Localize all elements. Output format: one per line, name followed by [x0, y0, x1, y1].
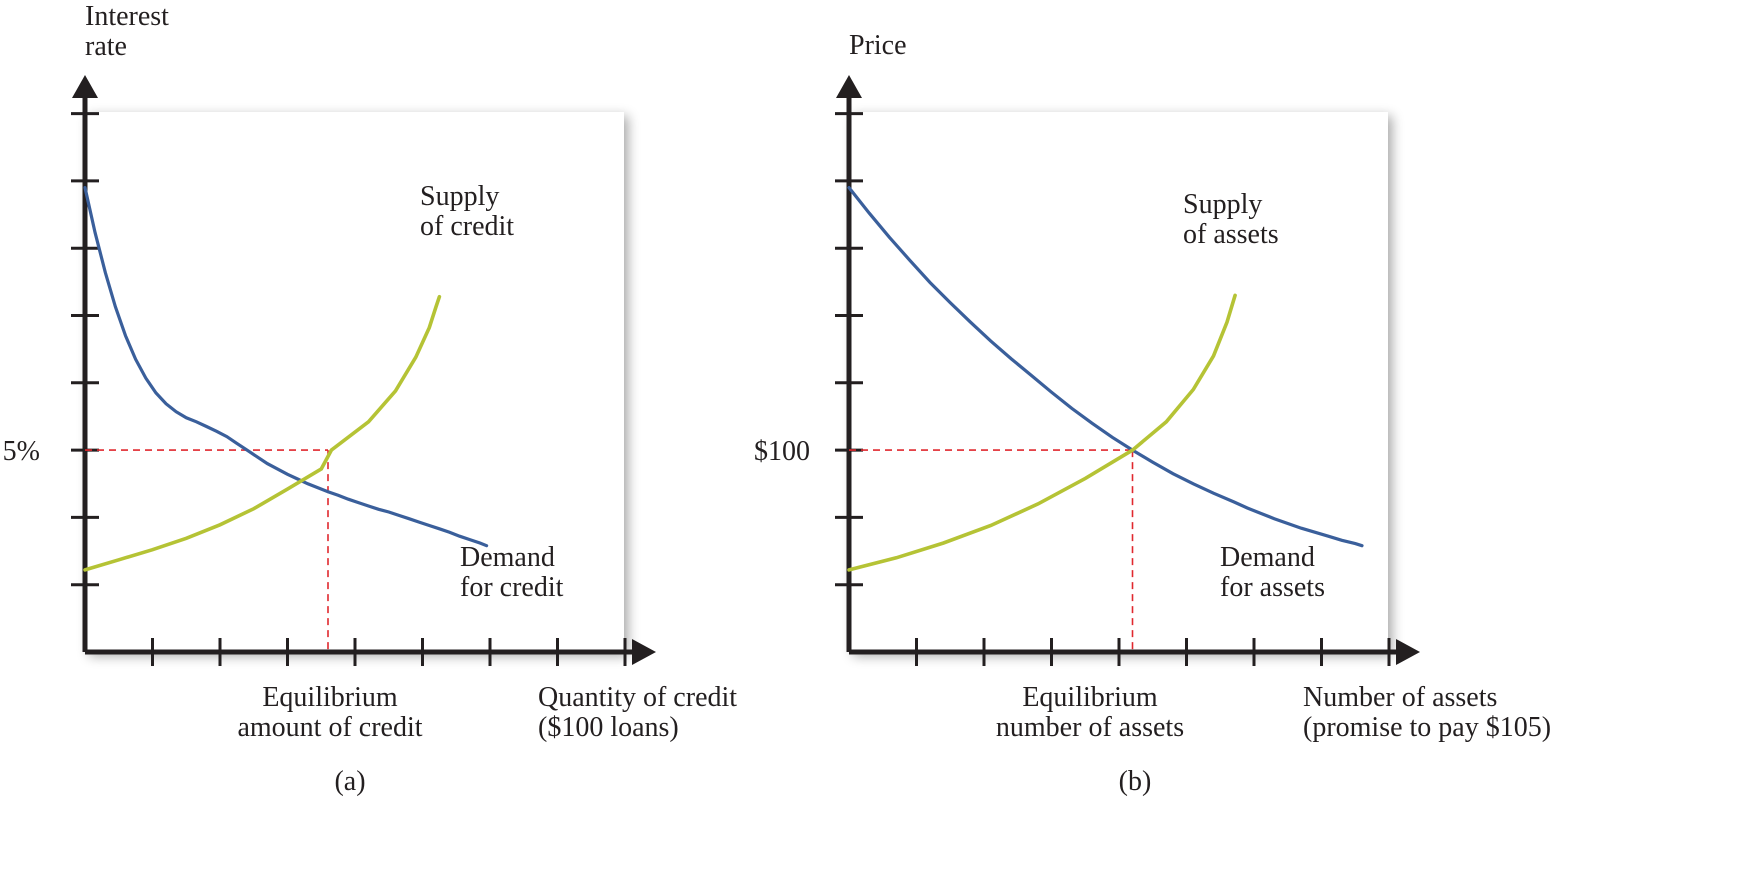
- x-axis-arrow: [1396, 639, 1420, 665]
- demand-curve-label: for assets: [1220, 572, 1325, 603]
- demand-curve: [847, 186, 1364, 548]
- x-axis-arrow: [632, 639, 656, 665]
- demand-curve-label: Demand: [1220, 542, 1315, 573]
- x-axis-label: ($100 loans): [538, 712, 679, 743]
- supply-curve-label: of credit: [420, 211, 514, 242]
- x-equilibrium-label: Equilibrium: [1022, 682, 1158, 713]
- plot-area: [85, 112, 624, 652]
- x-axis-label: (promise to pay $105): [1303, 712, 1551, 743]
- supply-curve: [83, 294, 442, 572]
- demand-curve-label: for credit: [460, 572, 564, 603]
- y-axis-label: rate: [85, 31, 127, 62]
- y-axis-label: Interest: [85, 1, 169, 32]
- supply-curve-label: Supply: [1183, 189, 1262, 220]
- supply-curve: [847, 293, 1237, 572]
- panel-label: (b): [1119, 766, 1152, 797]
- supply-curve-label: of assets: [1183, 219, 1279, 250]
- demand-curve-label: Demand: [460, 542, 555, 573]
- x-axis-label: Number of assets: [1303, 682, 1497, 713]
- y-axis-arrow: [72, 75, 98, 98]
- x-equilibrium-label: Equilibrium: [262, 682, 398, 713]
- plot-area: [849, 112, 1388, 652]
- demand-curve: [83, 186, 489, 548]
- x-equilibrium-label: amount of credit: [237, 712, 422, 743]
- y-axis-label: Price: [849, 30, 907, 61]
- y-axis-arrow: [836, 75, 862, 98]
- panel-label: (a): [334, 766, 365, 797]
- supply-curve-label: Supply: [420, 181, 499, 212]
- x-equilibrium-label: number of assets: [996, 712, 1184, 743]
- y-equilibrium-label: $100: [754, 436, 810, 467]
- y-equilibrium-label: 5%: [3, 436, 40, 467]
- x-axis-label: Quantity of credit: [538, 682, 737, 713]
